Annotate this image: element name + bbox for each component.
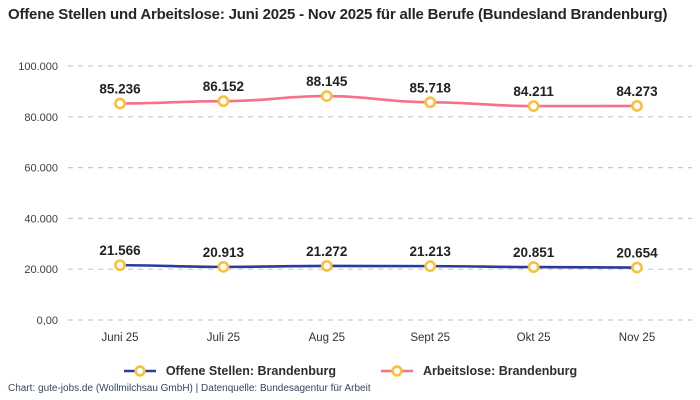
- x-axis-tick-label: Juni 25: [101, 332, 138, 344]
- y-axis-tick-label: 100.000: [18, 61, 58, 73]
- data-point-label: 88.145: [306, 74, 348, 89]
- data-point-marker[interactable]: [631, 261, 643, 274]
- data-point-marker[interactable]: [217, 95, 230, 108]
- data-point-marker[interactable]: [527, 100, 540, 113]
- data-point-marker[interactable]: [114, 259, 126, 272]
- y-axis-tick-label: 80.000: [24, 112, 58, 124]
- series-line-arbeitslose: [119, 94, 638, 108]
- data-point-marker[interactable]: [424, 260, 437, 273]
- data-point-label: 20.851: [513, 245, 555, 260]
- x-axis-tick-label: Juli 25: [207, 332, 240, 344]
- footer-credit: Chart: gute-jobs.de (Wollmilchsau GmbH) …: [8, 383, 371, 394]
- data-point-label: 85.718: [410, 80, 452, 95]
- data-point-marker[interactable]: [320, 90, 333, 103]
- x-axis-tick-label: Aug 25: [309, 332, 345, 344]
- data-point-marker[interactable]: [114, 97, 126, 110]
- data-point-marker[interactable]: [320, 260, 333, 272]
- legend-swatch-arbeitslose-icon: [380, 365, 413, 377]
- chart-legend: Offene Stellen: Brandenburg Arbeitslose:…: [0, 360, 700, 382]
- y-axis-tick-label: 40.000: [24, 213, 58, 225]
- data-point-marker[interactable]: [527, 261, 540, 273]
- legend-item-offene-stellen[interactable]: Offene Stellen: Brandenburg: [123, 364, 336, 378]
- data-point-marker[interactable]: [631, 100, 643, 112]
- y-axis-tick-label: 60.000: [24, 163, 58, 175]
- data-point-label: 84.211: [513, 84, 554, 99]
- data-point-label: 20.913: [203, 245, 245, 260]
- legend-label-offene-stellen: Offene Stellen: Brandenburg: [165, 364, 336, 378]
- x-axis-tick-label: Okt 25: [517, 332, 551, 344]
- chart-title: Offene Stellen und Arbeitslose: Juni 202…: [8, 6, 668, 23]
- x-axis-tick-label: Sept 25: [410, 332, 450, 344]
- legend-item-arbeitslose[interactable]: Arbeitslose: Brandenburg: [380, 364, 577, 378]
- data-point-label: 20.654: [616, 246, 658, 261]
- x-axis-tick-label: Nov 25: [619, 332, 655, 344]
- data-point-label: 86.152: [203, 79, 244, 94]
- legend-swatch-offene-stellen-icon: [123, 365, 156, 377]
- data-point-label: 21.213: [410, 244, 452, 259]
- data-point-label: 21.566: [99, 243, 141, 258]
- data-point-label: 84.273: [616, 84, 658, 99]
- legend-label-arbeitslose: Arbeitslose: Brandenburg: [422, 364, 578, 378]
- y-axis-tick-label: 0,00: [37, 315, 58, 327]
- series-line-offene-stellen: [119, 263, 638, 269]
- data-point-label: 85.236: [99, 82, 141, 97]
- data-point-label: 21.272: [306, 244, 347, 259]
- data-point-marker[interactable]: [424, 96, 437, 109]
- data-point-marker[interactable]: [217, 260, 230, 273]
- y-axis-tick-label: 20.000: [24, 264, 58, 276]
